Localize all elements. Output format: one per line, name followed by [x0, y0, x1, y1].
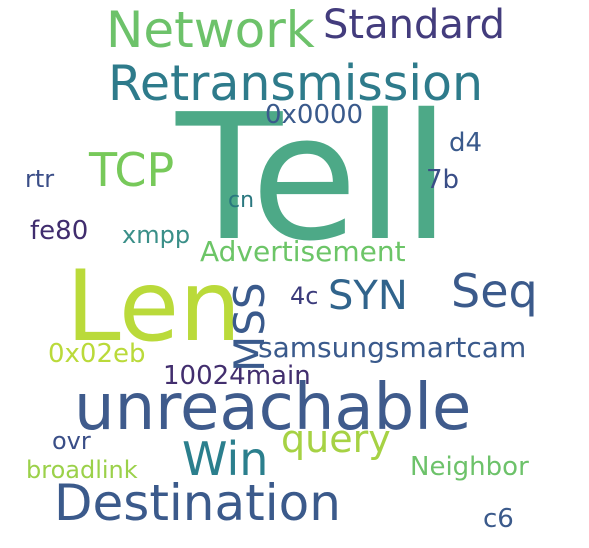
word-fe80: fe80: [30, 216, 89, 246]
word-mss: MSS: [225, 282, 274, 372]
word-tcp: TCP: [89, 143, 175, 197]
word-syn: SYN: [328, 273, 408, 319]
word-0x0000: 0x0000: [265, 100, 364, 130]
word-seq: Seq: [451, 264, 538, 318]
word-4c: 4c: [290, 282, 319, 310]
word-broadlink: broadlink: [26, 456, 138, 484]
word-win: Win: [182, 432, 269, 486]
word-query: query: [281, 417, 391, 461]
word-destination: Destination: [54, 474, 341, 532]
word-len: Len: [66, 250, 242, 364]
word-neighbor: Neighbor: [410, 452, 529, 482]
word-10024main: 10024main: [163, 361, 311, 391]
word-0x02eb: 0x02eb: [48, 339, 146, 369]
word-ovr: ovr: [52, 427, 91, 455]
word-tell: Tell: [176, 77, 450, 280]
word-d4: d4: [449, 128, 483, 158]
word-c6: c6: [483, 504, 514, 534]
word-xmpp: xmpp: [122, 221, 191, 249]
word-network: Network: [106, 1, 315, 59]
word-rtr: rtr: [25, 165, 55, 193]
word-advertisement: Advertisement: [200, 235, 406, 268]
word-samsungsmartcam: samsungsmartcam: [258, 331, 527, 364]
word-7b: 7b: [426, 165, 460, 195]
word-standard: Standard: [323, 2, 505, 48]
word-retransmission: Retransmission: [108, 55, 484, 112]
word-unreachable: unreachable: [74, 371, 472, 445]
word-cn: cn: [228, 188, 255, 213]
